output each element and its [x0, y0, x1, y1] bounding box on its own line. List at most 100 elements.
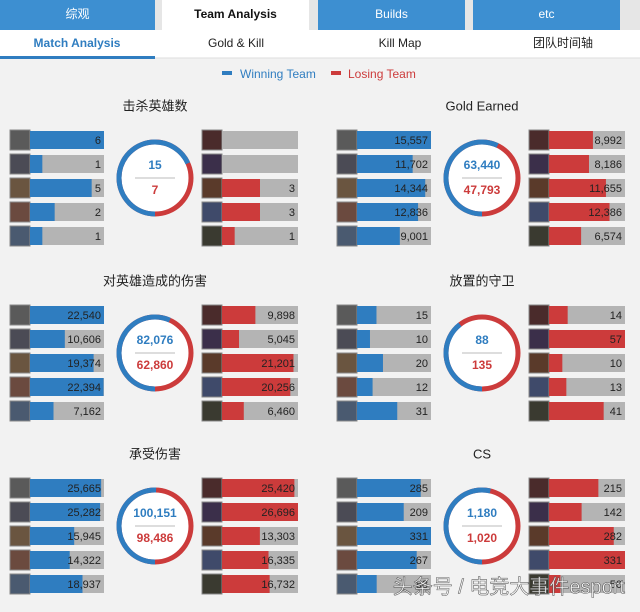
- bar-value: 15,557: [394, 135, 428, 147]
- champion-icon: [201, 153, 223, 175]
- bar: [357, 131, 431, 149]
- bar: [549, 330, 625, 348]
- bar: [222, 179, 260, 197]
- bar-value: 31: [416, 406, 428, 418]
- bar-value: 25,665: [67, 483, 101, 495]
- bar-value: 11,702: [395, 159, 428, 171]
- ring-winning: [116, 314, 194, 392]
- bar-value: 14,344: [394, 183, 428, 195]
- total-winning: 88: [475, 333, 489, 347]
- champion-icon: [9, 549, 31, 571]
- champion-icon: [528, 304, 550, 326]
- bar-value: 10: [610, 358, 622, 370]
- bar-value: 7,162: [73, 406, 101, 418]
- bar: [549, 203, 610, 221]
- tab-label[interactable]: 综观: [65, 7, 89, 21]
- bar: [30, 551, 70, 569]
- champion-icon: [9, 573, 31, 595]
- bar: [30, 378, 104, 396]
- champion-icon: [201, 304, 223, 326]
- bar: [30, 155, 43, 173]
- tab[interactable]: [162, 0, 309, 30]
- champion-icon: [528, 153, 550, 175]
- bar-value: 8,186: [594, 159, 622, 171]
- champion-icon: [528, 376, 550, 398]
- legend-swatch: [331, 71, 341, 75]
- bar: [30, 131, 104, 149]
- bar: [222, 551, 269, 569]
- bar-value: 6,460: [267, 406, 295, 418]
- subtab-label[interactable]: Gold & Kill: [208, 36, 264, 50]
- bar-value: 22,394: [67, 382, 101, 394]
- total-losing: 7: [152, 183, 159, 197]
- bar: [30, 330, 65, 348]
- tab-label[interactable]: Team Analysis: [194, 7, 277, 21]
- bar: [357, 227, 400, 245]
- bar: [549, 575, 561, 593]
- bar: [30, 306, 104, 324]
- champion-icon: [336, 376, 358, 398]
- bar-value: 20,256: [261, 382, 295, 394]
- champion-icon: [528, 177, 550, 199]
- bar: [30, 354, 94, 372]
- total-losing: 62,860: [137, 358, 174, 372]
- bar: [549, 503, 582, 521]
- bar: [30, 227, 43, 245]
- champion-icon: [336, 153, 358, 175]
- subtab-label[interactable]: Match Analysis: [34, 36, 121, 50]
- ring-winning: [116, 139, 194, 217]
- champion-icon: [201, 549, 223, 571]
- bar-value: 1: [289, 231, 295, 243]
- champion-icon: [9, 201, 31, 223]
- bar: [222, 527, 260, 545]
- champion-icon: [528, 352, 550, 374]
- champion-icon: [336, 225, 358, 247]
- legend-swatch: [222, 71, 232, 75]
- tab[interactable]: [318, 0, 465, 30]
- bar: [549, 306, 568, 324]
- total-losing: 47,793: [464, 183, 501, 197]
- bar-track: [549, 306, 625, 324]
- total-winning: 63,440: [464, 158, 501, 172]
- bar: [222, 479, 295, 497]
- bar: [357, 179, 426, 197]
- subtab-label[interactable]: 团队时间轴: [533, 35, 593, 50]
- bar-value: 9,898: [267, 310, 295, 322]
- tab-label[interactable]: etc: [538, 7, 554, 21]
- bar: [357, 575, 377, 593]
- bar: [30, 575, 83, 593]
- bar-value: 50: [610, 579, 622, 591]
- champion-icon: [201, 201, 223, 223]
- bar: [222, 378, 291, 396]
- champion-icon: [336, 328, 358, 350]
- champion-icon: [336, 201, 358, 223]
- tab[interactable]: [473, 0, 620, 30]
- bar-value: 13,303: [261, 531, 295, 543]
- bar-track: [222, 155, 298, 173]
- champion-icon: [9, 177, 31, 199]
- bar-value: 15: [416, 310, 428, 322]
- bar-track: [549, 378, 625, 396]
- bar-value: 12,386: [588, 207, 622, 219]
- bar-value: 282: [604, 531, 622, 543]
- bar-value: 13: [610, 382, 622, 394]
- total-winning: 100,151: [133, 506, 177, 520]
- tab[interactable]: [0, 0, 155, 30]
- tab-label[interactable]: Builds: [375, 7, 408, 21]
- bar: [357, 551, 417, 569]
- champion-icon: [9, 400, 31, 422]
- bar-value: 15,945: [67, 531, 101, 543]
- subtab-label[interactable]: Kill Map: [379, 36, 422, 50]
- total-winning: 15: [148, 158, 162, 172]
- bar: [222, 330, 240, 348]
- champion-icon: [201, 129, 223, 151]
- subtab-bar: [0, 30, 640, 58]
- bar: [222, 575, 270, 593]
- champion-icon: [336, 304, 358, 326]
- bar-value: 19,374: [67, 358, 101, 370]
- bar: [549, 179, 606, 197]
- bar-value: 88: [416, 579, 428, 591]
- bar: [549, 378, 567, 396]
- bar: [549, 131, 593, 149]
- bar: [222, 227, 235, 245]
